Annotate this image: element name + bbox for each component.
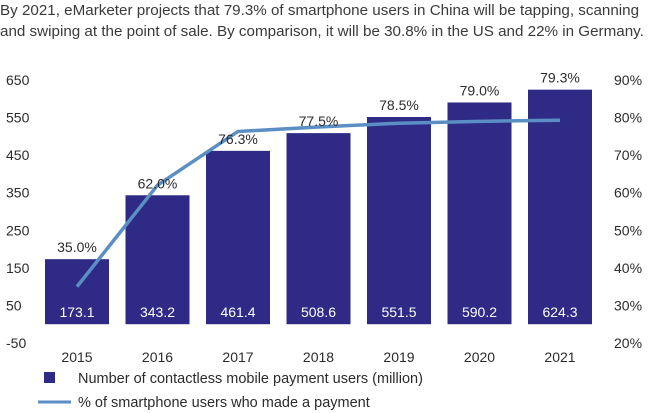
left-tick-label: 150: [6, 260, 30, 276]
line-value-label: 76.3%: [218, 131, 258, 147]
bar-2016: [125, 195, 190, 325]
line-value-label: 79.3%: [540, 70, 580, 86]
bar-2015: [45, 259, 109, 325]
left-tick-label: 550: [6, 110, 30, 126]
bar-value-label: 343.2: [140, 304, 175, 320]
bar-value-label: 461.4: [220, 304, 255, 320]
bar-2021: [528, 89, 592, 325]
right-tick-label: 20%: [614, 335, 642, 351]
right-tick-label: 40%: [614, 260, 642, 276]
x-tick-label: 2018: [303, 349, 334, 365]
left-tick-label: 50: [6, 297, 22, 313]
x-tick-label: 2017: [222, 349, 253, 365]
line-path: [75, 118, 561, 288]
x-tick-label: 2019: [383, 349, 414, 365]
legend-bar-swatch: [44, 372, 55, 383]
line-value-label: 78.5%: [379, 97, 419, 113]
line-value-label: 62.0%: [138, 175, 178, 191]
right-tick-label: 70%: [614, 147, 642, 163]
left-tick-label: 450: [6, 147, 30, 163]
left-y-axis: 650 550 450 350 250 150 50 -50: [6, 72, 30, 351]
left-tick-label: 350: [6, 185, 30, 201]
chart-headline: By 2021, eMarketer projects that 79.3% o…: [0, 0, 655, 42]
legend-line-label: % of smartphone users who made a payment: [78, 395, 370, 411]
right-tick-label: 80%: [614, 110, 642, 126]
left-tick-label: -50: [6, 335, 26, 351]
right-tick-label: 30%: [614, 297, 642, 313]
x-tick-label: 2021: [544, 349, 575, 365]
bar-series: [45, 89, 592, 325]
bar-value-labels: 173.1 343.2 461.4 508.6 551.5 590.2 624.3: [59, 304, 577, 320]
right-y-axis: 90% 80% 70% 60% 50% 40% 30% 20%: [614, 72, 642, 351]
bar-value-label: 624.3: [542, 304, 577, 320]
line-series: [75, 118, 561, 288]
bar-value-label: 551.5: [381, 304, 416, 320]
headline-line-1: By 2021, eMarketer projects that 79.3% o…: [0, 2, 640, 19]
right-tick-label: 50%: [614, 222, 642, 238]
legend: Number of contactless mobile payment use…: [38, 371, 423, 411]
line-value-labels: 35.0% 62.0% 76.3% 77.5% 78.5% 79.0% 79.3%: [57, 70, 580, 256]
right-tick-label: 60%: [614, 185, 642, 201]
left-tick-label: 250: [6, 222, 30, 238]
bar-2018: [286, 133, 351, 325]
line-value-label: 35.0%: [57, 239, 97, 255]
line-value-label: 77.5%: [299, 113, 339, 129]
bar-2019: [367, 117, 431, 325]
x-tick-label: 2020: [464, 349, 495, 365]
headline-line-2: and swiping at the point of sale. By com…: [0, 23, 644, 40]
legend-bar-label: Number of contactless mobile payment use…: [78, 371, 423, 387]
bar-value-label: 508.6: [301, 304, 336, 320]
bar-value-label: 173.1: [59, 304, 94, 320]
left-tick-label: 650: [6, 72, 30, 88]
right-tick-label: 90%: [614, 72, 642, 88]
x-axis-labels: 2015 2016 2017 2018 2019 2020 2021: [61, 349, 575, 365]
bar-value-label: 590.2: [462, 304, 497, 320]
bar-2020: [447, 102, 512, 325]
x-tick-label: 2016: [142, 349, 173, 365]
line-value-label: 79.0%: [460, 82, 500, 98]
x-tick-label: 2015: [61, 349, 92, 365]
bar-2017: [206, 150, 270, 325]
